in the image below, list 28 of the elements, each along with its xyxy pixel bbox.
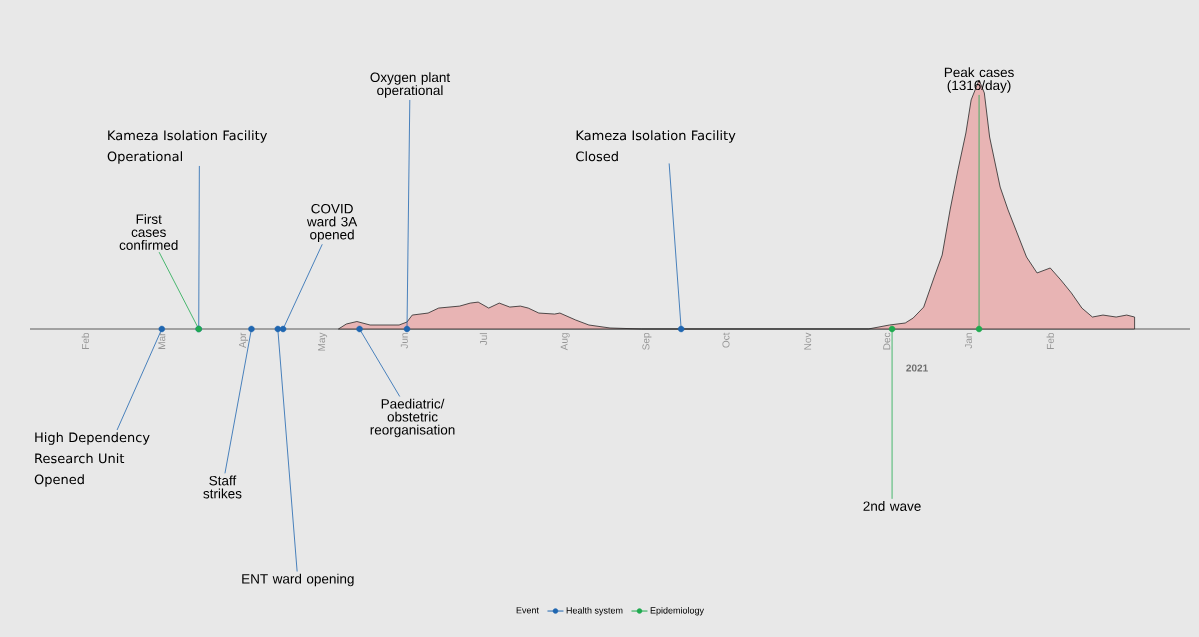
- annotation: First cases confirmed: [119, 214, 178, 250]
- annotation: Paediatric/ obstetric reorganisation: [370, 398, 455, 438]
- x-tick-label: Feb: [81, 332, 90, 349]
- annotation: 2nd wave: [863, 501, 921, 511]
- annotation: Kameza Isolation Facility Closed: [576, 130, 736, 162]
- annotation: Staff strikes: [203, 475, 242, 499]
- legend-label: Epidemiology: [650, 607, 704, 616]
- x-tick-label: May: [318, 332, 328, 351]
- annotation: Peak cases (1316/day): [944, 67, 1014, 93]
- x-tick-label: Nov: [804, 332, 812, 350]
- x-tick-label: Oct: [722, 332, 730, 348]
- annotation: ENT ward opening: [242, 573, 354, 587]
- legend-label: Health system: [566, 607, 623, 616]
- x-tick-label: Jan: [965, 333, 973, 349]
- x-tick-label: Feb: [1046, 332, 1054, 349]
- annotation: COVID ward 3A opened: [306, 203, 358, 243]
- x-tick-label: Mar: [158, 332, 166, 349]
- x-tick-label: Apr: [239, 332, 249, 349]
- x-tick-label: Sep: [642, 332, 652, 350]
- legend-title: Event: [516, 607, 539, 614]
- x-tick-label: Jul: [479, 333, 488, 346]
- text: 2021: [906, 364, 928, 372]
- annotation: Oxygen plant operational: [370, 72, 451, 98]
- annotation: High Dependency Research Unit Opened: [34, 432, 150, 487]
- annotation: Kameza Isolation Facility Operational: [107, 130, 268, 164]
- x-tick-label: Aug: [560, 333, 570, 351]
- x-tick-label: Dec: [883, 332, 891, 350]
- x-tick-label: Jun: [400, 333, 408, 349]
